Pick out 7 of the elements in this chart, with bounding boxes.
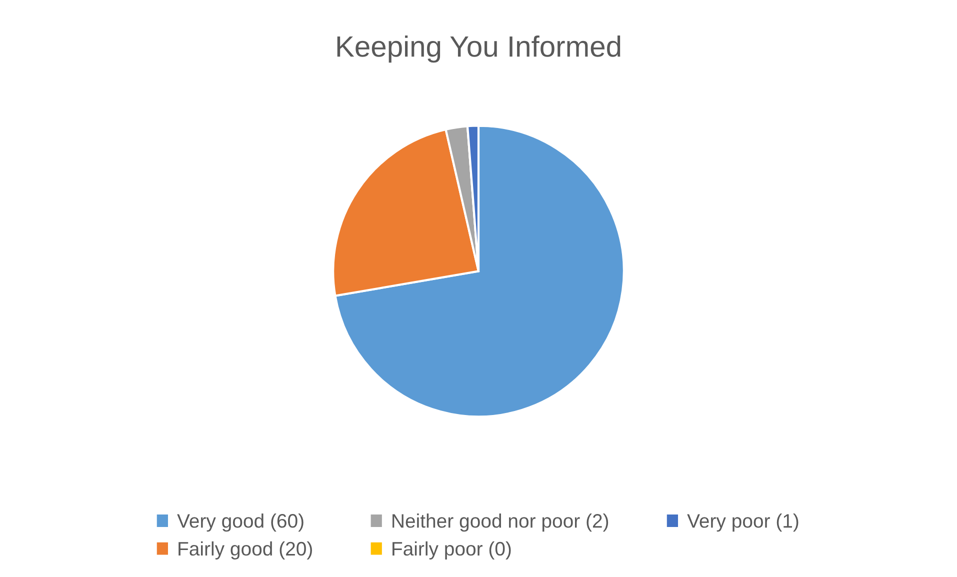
legend-label: Fairly good (20)	[178, 541, 312, 560]
legend-label: Neither good nor poor (2)	[392, 514, 608, 532]
legend-label: Fairly poor (0)	[392, 541, 511, 560]
legend-label: Very poor (1)	[687, 514, 798, 532]
pie-slice	[334, 124, 625, 418]
legend-label: Very good (60)	[177, 514, 304, 532]
chart-title: Keeping You Informed	[337, 35, 620, 63]
